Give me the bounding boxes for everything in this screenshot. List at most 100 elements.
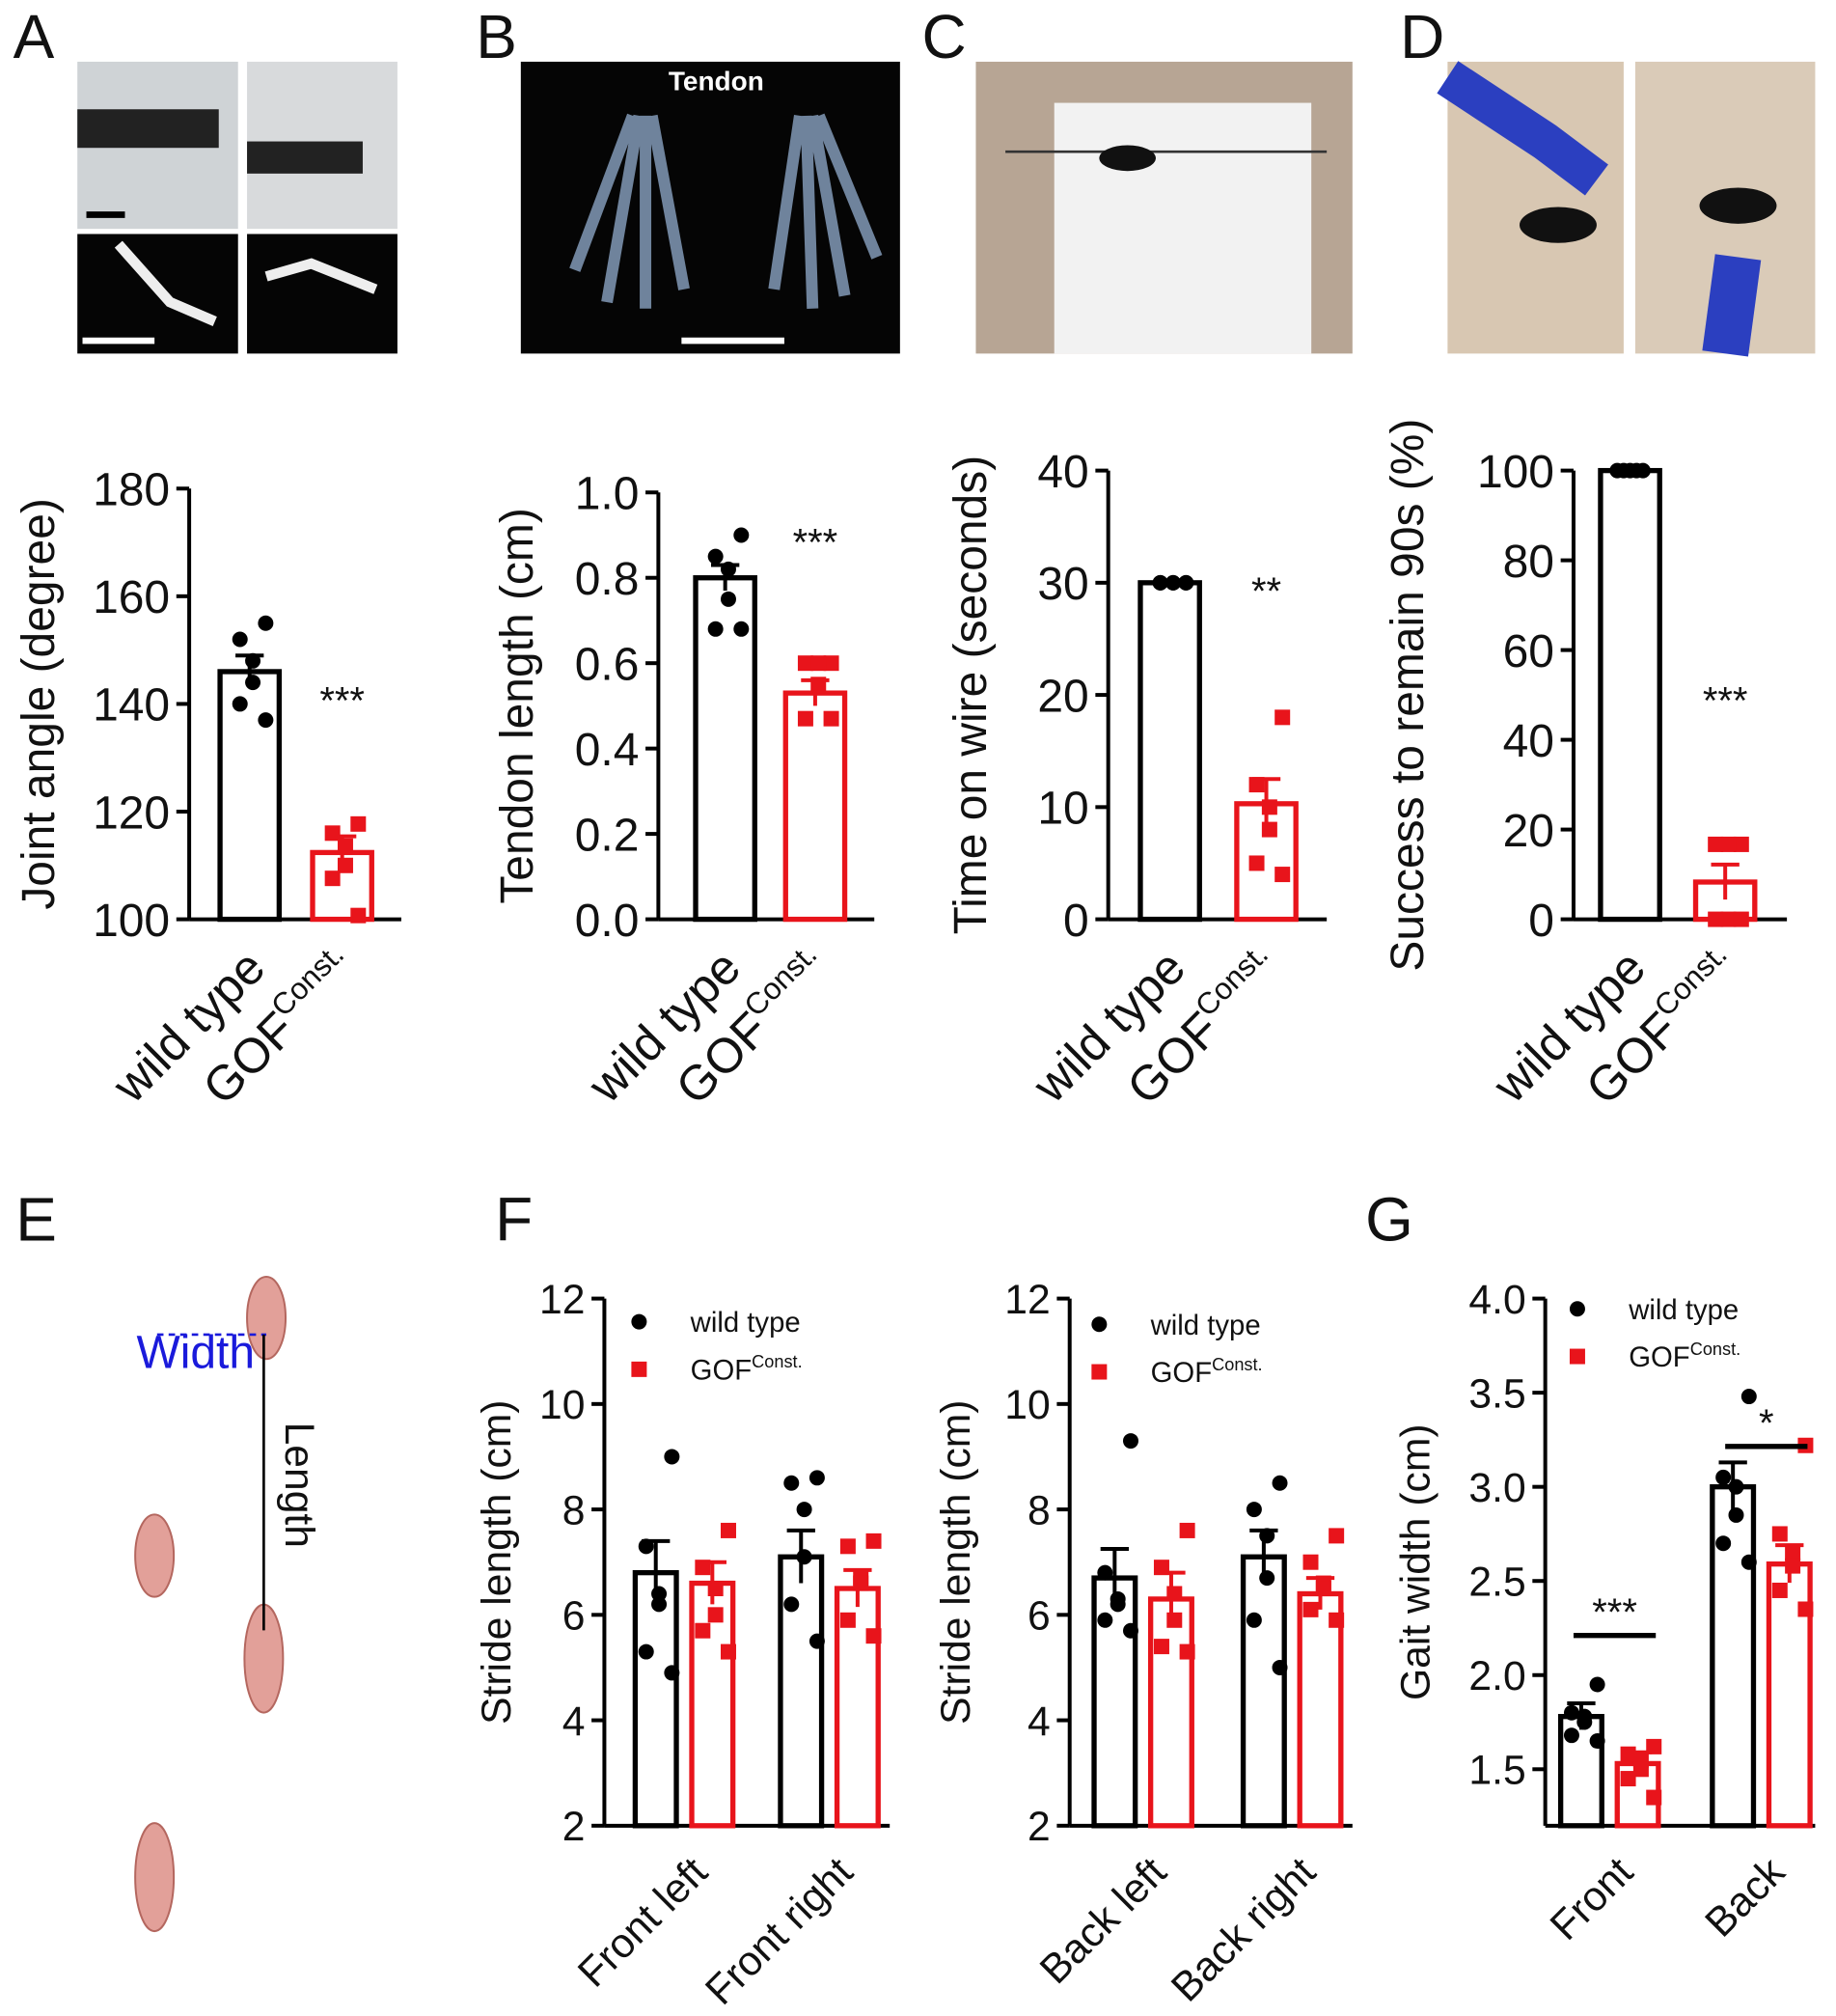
- data-point: [1246, 1612, 1262, 1628]
- data-point: [839, 1612, 856, 1628]
- y-tick-label: 4.0: [1468, 1277, 1525, 1323]
- paw: [246, 1275, 288, 1361]
- y-tick-label: 8: [562, 1487, 586, 1533]
- legend-label-base: GOF: [1629, 1341, 1689, 1373]
- data-point: [783, 1475, 800, 1491]
- y-tick-label: 80: [1503, 537, 1554, 588]
- legend-label-sup: Const.: [752, 1352, 802, 1371]
- legend-label: wild type: [690, 1307, 801, 1339]
- data-point: [1589, 1733, 1605, 1750]
- data-point: [865, 1628, 882, 1644]
- data-point: [258, 712, 274, 729]
- y-tick-label: 4: [1028, 1698, 1051, 1745]
- data-point: [1715, 1469, 1732, 1485]
- data-point: [1733, 836, 1749, 852]
- photo-detail: [77, 109, 219, 149]
- y-tick-label: 20: [1503, 806, 1554, 857]
- x-tick-label-sup: Const.: [1189, 937, 1274, 1023]
- y-tick-label: 10: [539, 1382, 585, 1428]
- bar: [1297, 1590, 1344, 1829]
- y-axis-label: Success to remain 90s (%): [1383, 419, 1434, 972]
- data-point: [810, 677, 827, 693]
- data-point: [1259, 1570, 1275, 1587]
- legend-label: GOFConst.: [691, 1352, 803, 1386]
- data-point: [1646, 1789, 1662, 1806]
- data-point: [1620, 1771, 1636, 1787]
- data-point: [1563, 1704, 1579, 1721]
- data-point: [1272, 1659, 1288, 1675]
- significance: ***: [793, 522, 838, 565]
- data-point: [258, 615, 274, 631]
- x-tick-label-sup: Const.: [264, 937, 350, 1023]
- paw: [134, 1822, 176, 1933]
- significance: ***: [319, 679, 365, 722]
- data-point: [1715, 1535, 1732, 1552]
- y-tick-label: 1.0: [575, 469, 640, 520]
- data-point: [1785, 1544, 1801, 1560]
- data-point: [1720, 911, 1737, 927]
- data-point: [1569, 1301, 1585, 1317]
- paws: [134, 1275, 288, 1933]
- width-label: Width: [136, 1328, 255, 1379]
- y-tick-label: 40: [1503, 716, 1554, 767]
- photo: [520, 61, 900, 354]
- data-point: [1720, 836, 1737, 852]
- legend-label-base: GOF: [691, 1355, 752, 1387]
- data-point: [1166, 1586, 1183, 1602]
- data-point: [1274, 709, 1291, 726]
- panel-letter: B: [476, 2, 517, 71]
- data-point: [1152, 574, 1168, 591]
- data-point: [638, 1538, 654, 1555]
- y-tick-label: 140: [93, 680, 170, 732]
- data-point: [1629, 462, 1645, 479]
- photo-detail: [264, 258, 378, 294]
- photo-detail: [1702, 254, 1762, 357]
- photo-detail: [1437, 61, 1608, 196]
- y-tick-label: 40: [1037, 447, 1088, 498]
- data-point: [337, 838, 353, 854]
- data-point: [324, 825, 341, 842]
- data-point: [1110, 1596, 1126, 1613]
- significance: ***: [1703, 679, 1748, 722]
- panel-letter: A: [14, 2, 55, 71]
- data-point: [1166, 1612, 1183, 1628]
- y-tick-label: 100: [1477, 447, 1554, 498]
- data-point: [797, 655, 813, 672]
- length-label: Length: [276, 1422, 322, 1548]
- data-point: [1179, 1643, 1195, 1660]
- y-tick-label: 0.0: [575, 896, 640, 947]
- bar: [1240, 1554, 1287, 1829]
- data-point: [1153, 1639, 1169, 1655]
- photo-detail: [247, 141, 363, 174]
- data-point: [1302, 1554, 1319, 1570]
- data-point: [1329, 1612, 1345, 1628]
- photo-detail: [569, 113, 883, 309]
- x-tick-label-sup: Const.: [738, 937, 824, 1023]
- data-point: [1589, 1676, 1605, 1693]
- data-point: [1740, 1554, 1757, 1570]
- data-point: [1569, 1348, 1585, 1365]
- legend-label: wild type: [1628, 1294, 1739, 1326]
- y-tick-label: 2.5: [1468, 1560, 1525, 1606]
- y-tick-label: 30: [1037, 559, 1088, 610]
- y-tick-label: 10: [1004, 1382, 1050, 1428]
- y-axis-label: Tendon length (cm): [492, 508, 543, 903]
- x-tick-label: Back: [1696, 1848, 1794, 1946]
- y-tick-label: 0: [1063, 896, 1089, 947]
- data-point: [232, 696, 248, 712]
- data-point: [707, 621, 724, 637]
- legend-label-base: GOF: [1151, 1357, 1212, 1389]
- panel-letter: G: [1365, 1185, 1413, 1255]
- y-tick-label: 0.4: [575, 725, 640, 776]
- data-point: [796, 1549, 812, 1565]
- data-point: [1091, 1316, 1108, 1333]
- data-point: [1797, 1601, 1814, 1617]
- y-tick-label: 1.5: [1468, 1748, 1525, 1794]
- legend-label: GOFConst.: [1629, 1339, 1740, 1373]
- y-tick-label: 160: [93, 572, 170, 623]
- y-tick-label: 6: [1028, 1593, 1051, 1640]
- data-point: [664, 1665, 680, 1681]
- data-point: [1248, 855, 1265, 871]
